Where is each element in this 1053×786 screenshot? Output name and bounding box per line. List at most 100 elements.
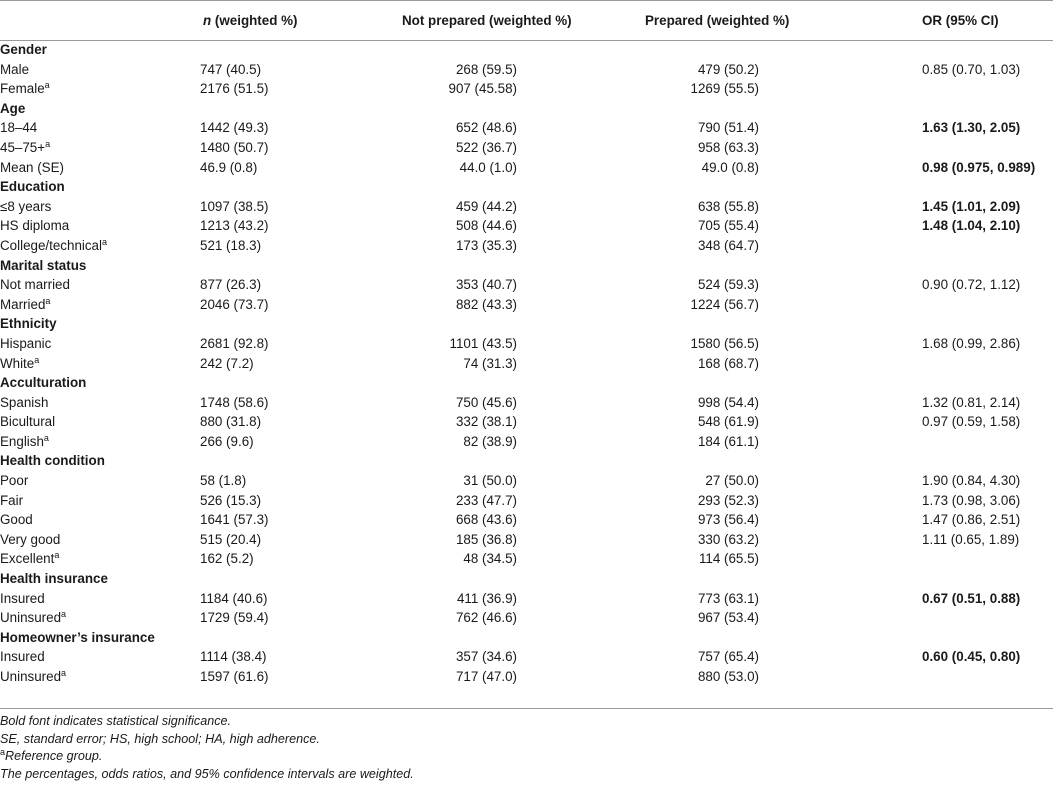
cell-or xyxy=(915,236,1053,256)
category-row: Education xyxy=(0,177,1053,197)
cell-or: 0.85 (0.70, 1.03) xyxy=(922,61,1021,77)
row-label: Spanish xyxy=(0,393,200,413)
row-label: 45–75+a xyxy=(0,138,200,158)
category-label: Age xyxy=(0,100,26,116)
row-label: Not married xyxy=(0,275,200,295)
row-label: Insured xyxy=(0,589,200,609)
cell-n: 1213 (43.2) xyxy=(200,218,269,234)
cell-not-prepared: 717 (47.0) xyxy=(455,669,517,684)
cell-or: 1.48 (1.04, 2.10) xyxy=(922,218,1021,234)
header-n: n (weighted %) xyxy=(200,0,380,40)
table-row: HS diploma 1213 (43.2) 508 (44.6) 705 (55.4… xyxy=(0,216,1053,236)
cell-prepared: 548 (61.9) xyxy=(697,414,759,430)
row-label: Insured xyxy=(0,647,200,667)
cell-or: 0.67 (0.51, 0.88) xyxy=(922,590,1021,606)
cell-or: 1.47 (0.86, 2.51) xyxy=(922,512,1021,528)
cell-n: 1097 (38.5) xyxy=(200,198,269,214)
reference-marker: a xyxy=(61,609,67,620)
cell-not-prepared: 44.0 (1.0) xyxy=(459,159,517,175)
row-label-text: Insured xyxy=(0,590,45,606)
table-row: Hispanic 2681 (92.8) 1101 (43.5) 1580 (56.5… xyxy=(0,334,1053,354)
table-row: 45–75+a 1480 (50.7) 522 (36.7) 958 (63.3) xyxy=(0,138,1053,158)
category-label: Health insurance xyxy=(0,571,108,587)
table-row: Male 747 (40.5) 268 (59.5) 479 (50.2) 0.85 (… xyxy=(0,60,1053,80)
row-label: Poor xyxy=(0,471,200,491)
cell-or: 1.11 (0.65, 1.89) xyxy=(922,531,1020,547)
row-label-text: College/technical xyxy=(0,237,102,253)
row-label: Excellenta xyxy=(0,549,200,569)
cell-or xyxy=(915,432,1053,452)
cell-n: 1480 (50.7) xyxy=(200,139,269,155)
cell-not-prepared: 185 (36.8) xyxy=(455,531,517,547)
cell-n: 880 (31.8) xyxy=(200,414,262,430)
cell-not-prepared: 411 (36.9) xyxy=(456,590,517,606)
row-label: ≤8 years xyxy=(0,197,200,217)
table-row: Not married 877 (26.3) 353 (40.7) 524 (59.3… xyxy=(0,275,1053,295)
table-row: Very good 515 (20.4) 185 (36.8) 330 (63.2) 1… xyxy=(0,530,1053,550)
category-label: Acculturation xyxy=(0,375,87,391)
row-label: Good xyxy=(0,510,200,530)
cell-n: 1748 (58.6) xyxy=(200,394,269,410)
reference-marker: a xyxy=(45,138,51,149)
table-row: Uninsureda 1729 (59.4) 762 (46.6) 967 (53.4… xyxy=(0,608,1053,628)
row-label-text: Good xyxy=(0,512,33,528)
cell-n: 2046 (73.7) xyxy=(200,296,269,312)
cell-or xyxy=(915,354,1053,374)
category-row: Health insurance xyxy=(0,569,1053,589)
cell-prepared: 638 (55.8) xyxy=(697,198,759,214)
row-label: Uninsureda xyxy=(0,608,200,628)
cell-not-prepared: 907 (45.58) xyxy=(448,81,518,97)
cell-prepared: 524 (59.3) xyxy=(697,277,759,293)
category-row: Gender xyxy=(0,40,1053,60)
table-row: Femalea 2176 (51.5) 907 (45.58) 1269 (55.5) xyxy=(0,79,1053,99)
cell-n: 526 (15.3) xyxy=(200,492,262,508)
reference-marker: a xyxy=(61,668,67,678)
row-label: Hispanic xyxy=(0,334,200,354)
cell-n: 877 (26.3) xyxy=(200,277,262,293)
row-label-text: Excellent xyxy=(0,551,55,567)
row-label-text: Female xyxy=(0,81,45,97)
row-label-text: 18–44 xyxy=(0,120,38,136)
reference-marker: a xyxy=(45,295,51,306)
cell-prepared: 880 (53.0) xyxy=(697,669,759,684)
cell-n: 58 (1.8) xyxy=(200,473,247,489)
row-label: Marrieda xyxy=(0,295,200,315)
row-label: Mean (SE) xyxy=(0,158,200,178)
cell-not-prepared: 508 (44.6) xyxy=(455,218,517,234)
cell-prepared: 184 (61.1) xyxy=(697,433,759,449)
cell-or: 0.98 (0.975, 0.989) xyxy=(922,159,1036,175)
reference-marker: a xyxy=(101,236,107,247)
table-row: 18–44 1442 (49.3) 652 (48.6) 790 (51.4) 1.63… xyxy=(0,118,1053,138)
cell-prepared: 1269 (55.5) xyxy=(690,81,760,97)
cell-not-prepared: 173 (35.3) xyxy=(455,237,517,253)
category-row: Health condition xyxy=(0,451,1053,471)
table-row: Fair 526 (15.3) 233 (47.7) 293 (52.3) 1.73 (… xyxy=(0,491,1053,511)
cell-prepared: 1580 (56.5) xyxy=(690,335,760,351)
cell-n: 242 (7.2) xyxy=(200,355,254,371)
table-row: ≤8 years 1097 (38.5) 459 (44.2) 638 (55.8) 1… xyxy=(0,197,1053,217)
row-label: Whitea xyxy=(0,354,200,374)
cell-prepared: 168 (68.7) xyxy=(697,355,759,371)
reference-marker: a xyxy=(44,80,50,91)
cell-n: 515 (20.4) xyxy=(200,531,262,547)
cell-not-prepared: 1101 (43.5) xyxy=(449,335,518,351)
table-row: Englisha 266 (9.6) 82 (38.9) 184 (61.1) xyxy=(0,432,1053,452)
cell-prepared: 49.0 (0.8) xyxy=(701,159,759,175)
cell-not-prepared: 48 (34.5) xyxy=(463,551,517,567)
row-label-text: Uninsured xyxy=(0,610,62,626)
cell-n: 1597 (61.6) xyxy=(200,669,269,684)
cell-or: 1.32 (0.81, 2.14) xyxy=(922,394,1021,410)
table-body: Gender Male 747 (40.5) 268 (59.5) 479 (50.2)… xyxy=(0,40,1053,687)
row-label: Bicultural xyxy=(0,412,200,432)
row-label-text: 45–75+ xyxy=(0,139,46,155)
top-rule xyxy=(0,0,1053,1)
cell-or xyxy=(915,79,1053,99)
cell-n: 1442 (49.3) xyxy=(200,120,269,136)
header-prepared: Prepared (weighted %) xyxy=(645,12,790,28)
table-row: College/technicala 521 (18.3) 173 (35.3) 34… xyxy=(0,236,1053,256)
cell-prepared: 757 (65.4) xyxy=(697,649,759,665)
note-ref-marker: a xyxy=(0,747,6,758)
cell-not-prepared: 268 (59.5) xyxy=(455,61,517,77)
row-label: Uninsureda xyxy=(0,667,200,687)
note-ref-text: Reference group. xyxy=(5,749,103,764)
